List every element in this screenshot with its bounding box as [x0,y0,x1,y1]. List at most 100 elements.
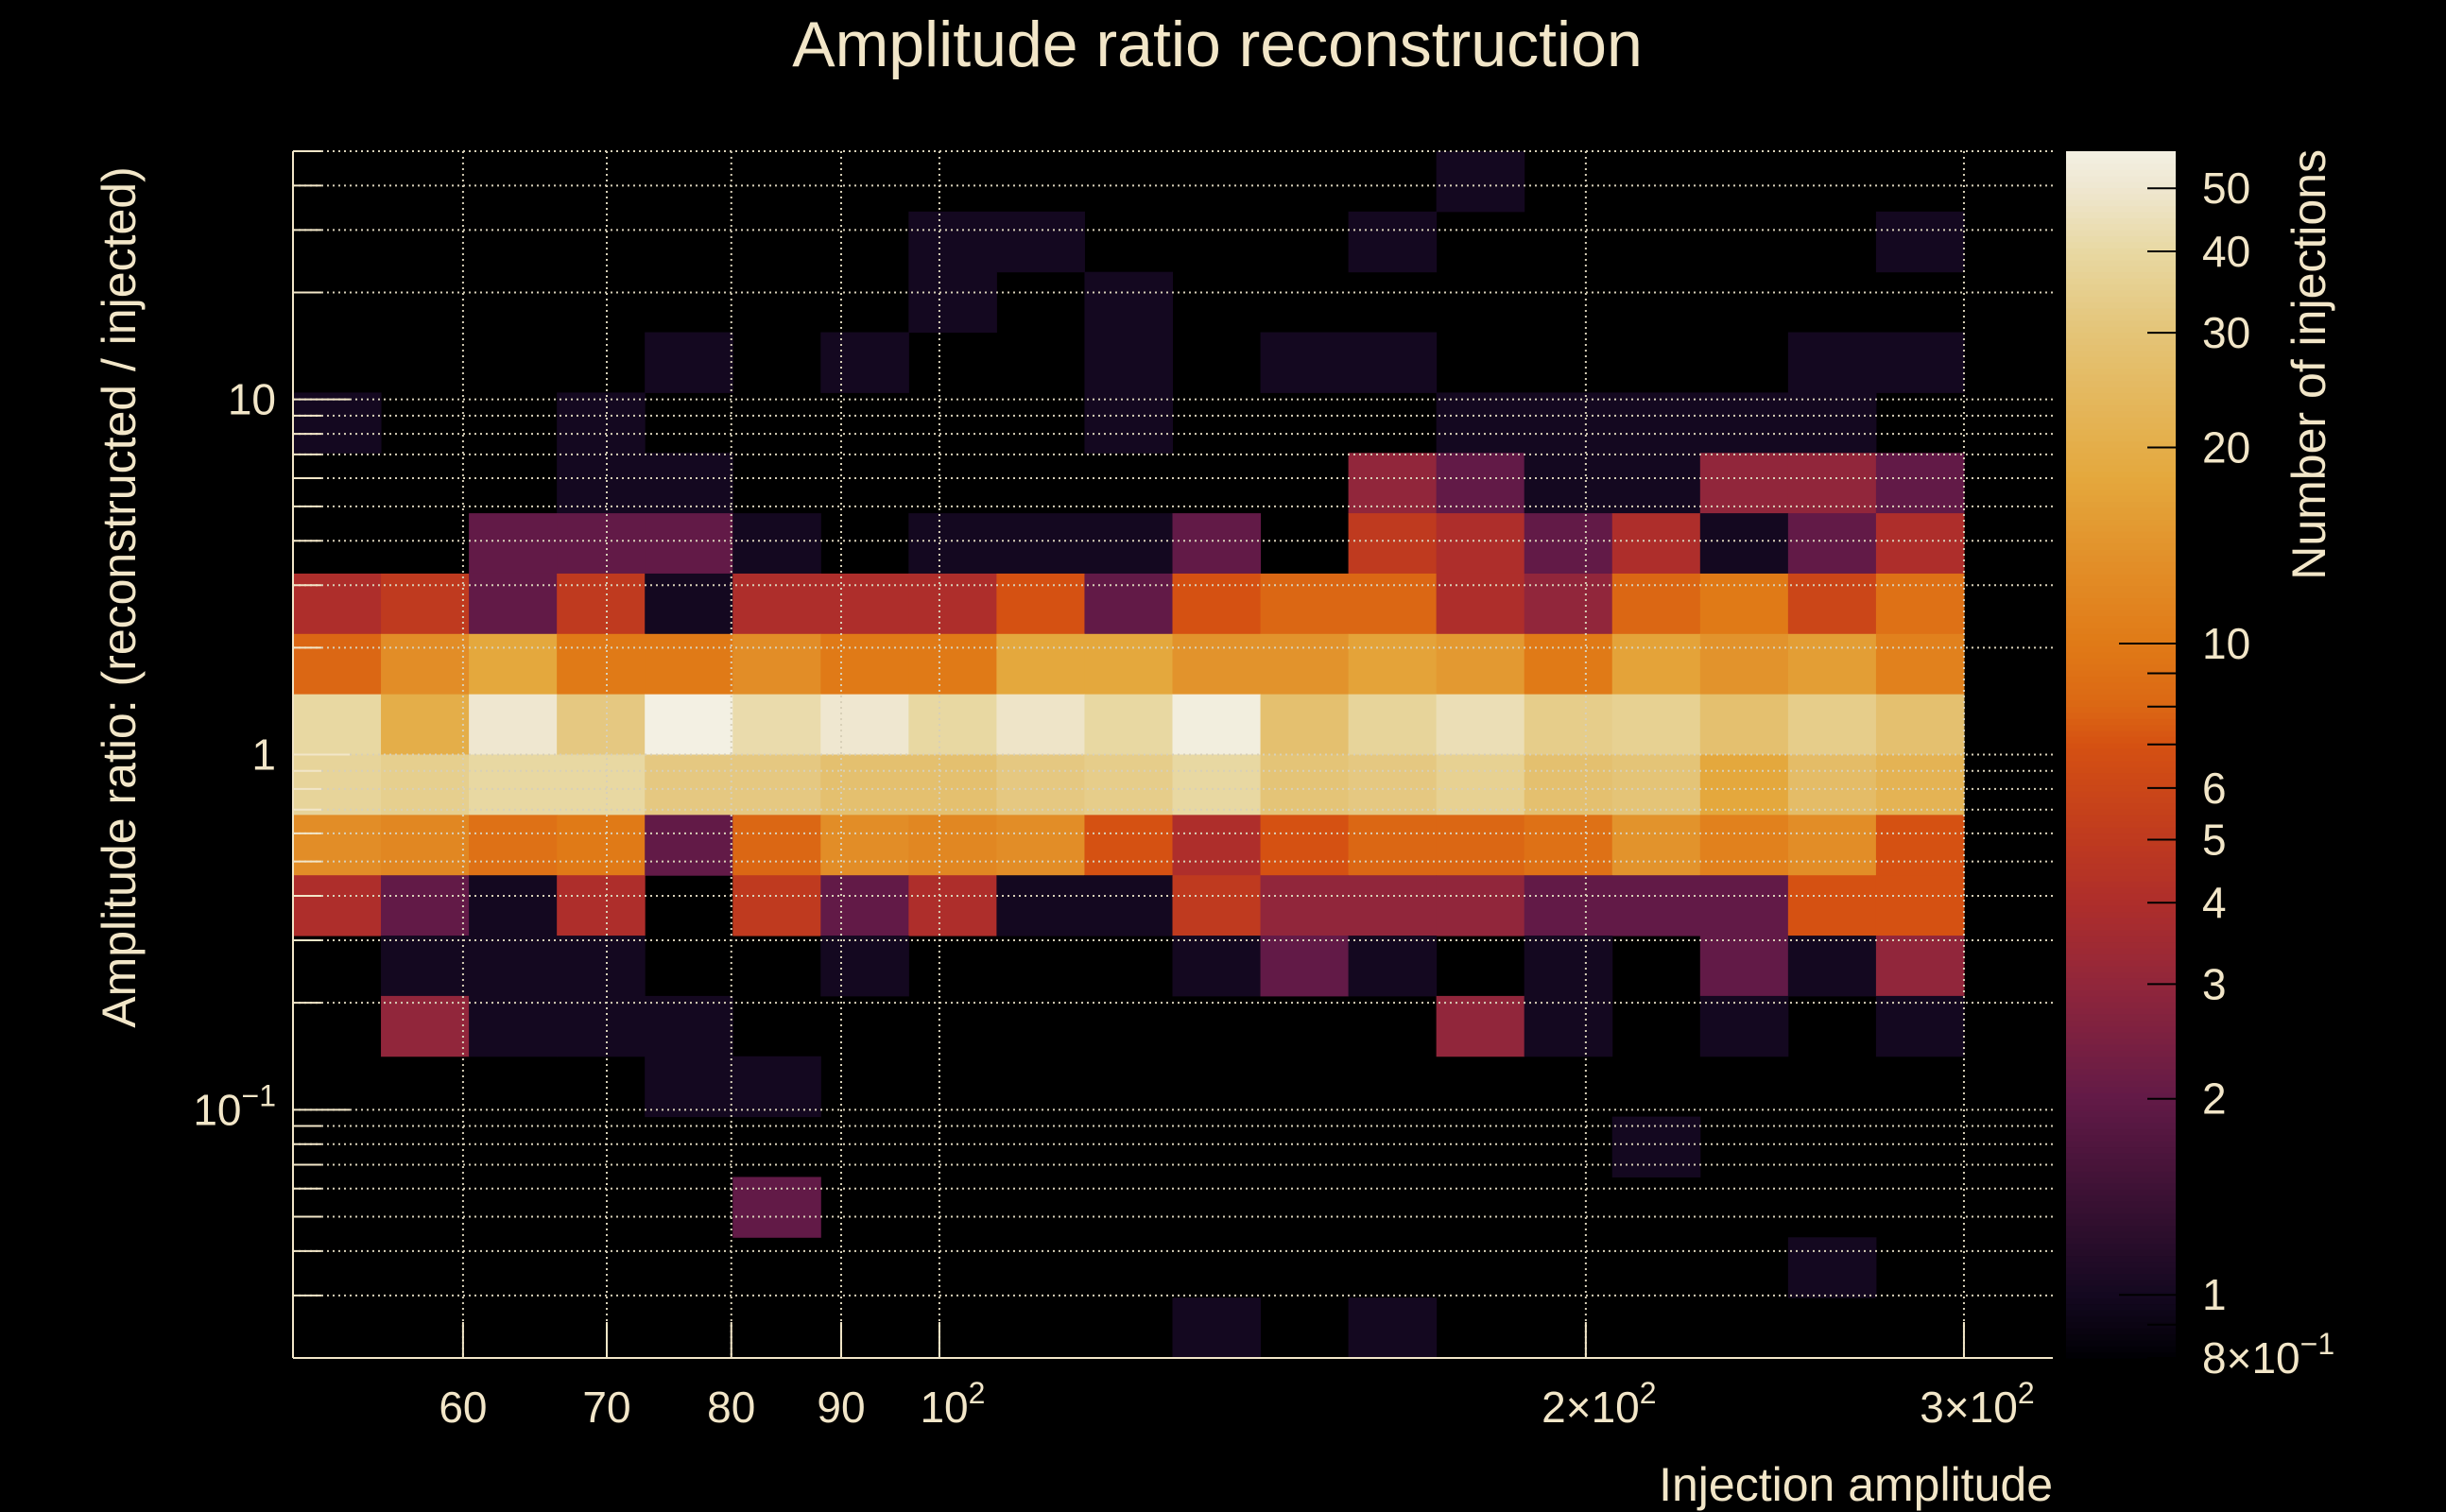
heatmap-cell [1348,754,1438,816]
colorbar-segment [2066,1086,2176,1093]
heatmap-cell [645,995,733,1057]
heatmap-cell [1875,513,1965,575]
axes [292,150,2053,1359]
heatmap-cell [1875,633,1965,696]
colorbar-tick-label: 50 [2202,163,2250,213]
x-tick-label: 80 [707,1383,755,1432]
heatmap-cell [1260,754,1350,816]
colorbar-segment [2066,760,2176,767]
colorbar-segment [2066,567,2176,575]
colorbar-segment [2066,404,2176,412]
colorbar-segment [2066,1273,2176,1280]
heatmap-cell [1611,513,1701,575]
colorbar-segment [2066,230,2176,236]
colorbar-segment [2066,724,2176,731]
colorbar-segment [2066,627,2176,635]
heatmap-cell [645,453,733,514]
heatmap-cell [1260,875,1350,936]
heatmap-cell [732,694,821,755]
colorbar-segment [2066,494,2176,502]
colorbar-segment [2066,199,2176,207]
colorbar-segment [2066,1182,2176,1190]
colorbar-segment [2066,217,2176,225]
heatmap-cell [996,875,1085,936]
colorbar-segment [2066,1122,2176,1129]
heatmap-cell [820,936,909,997]
x-tick-label: 3×102 [1920,1376,2034,1432]
heatmap-cell [996,633,1085,696]
colorbar-segment [2066,211,2176,218]
colorbar-segment [2066,730,2176,737]
heatmap-cell [293,875,382,936]
colorbar-segment [2066,1098,2176,1106]
heatmap-cell [1260,573,1350,635]
colorbar-segment [2066,748,2176,756]
colorbar-segment [2066,1255,2176,1263]
heatmap-cell [1436,875,1525,936]
colorbar-segment [2066,929,2176,936]
heatmap-cell [908,694,997,755]
colorbar-segment [2066,597,2176,605]
colorbar-segment [2066,193,2176,200]
heatmap-cell [557,875,646,936]
heatmap-cell [1348,633,1438,696]
heatmap-cell [1787,1237,1877,1298]
heatmap-cell [1436,995,1525,1057]
colorbar-segment [2066,507,2176,514]
heatmap-cell [645,573,733,635]
colorbar-segment [2066,941,2176,949]
heatmap-cell [908,815,997,876]
heatmap-cell [1611,633,1701,696]
heatmap-cell [469,754,558,816]
colorbar-segment [2066,266,2176,273]
heatmap-cell [996,513,1085,575]
heatmap-cell [732,573,821,635]
colorbar-segment [2066,476,2176,484]
heatmap-cell [1875,875,1965,936]
heatmap-cell [1699,513,1789,575]
colorbar-segment [2066,278,2176,285]
colorbar-segment [2066,681,2176,689]
colorbar-segment [2066,555,2176,562]
colorbar-segment [2066,911,2176,919]
colorbar-segment [2066,180,2176,188]
colorbar-segment [2066,428,2176,436]
colorbar-segment [2066,959,2176,967]
heatmap-cell [1787,332,1877,393]
y-axis-label: Amplitude ratio: (reconstructed / inject… [93,166,146,1028]
heatmap-cell [293,815,382,876]
heatmap-cell [1084,271,1174,334]
x-tick-label: 2×102 [1542,1376,1656,1432]
heatmap-cell [1348,1297,1438,1359]
colorbar-segment [2066,483,2176,490]
heatmap-cell [293,754,382,816]
colorbar-segment [2066,772,2176,780]
colorbar-segment [2066,1194,2176,1202]
heatmap-cell [732,875,821,936]
colorbar-tick-label: 20 [2202,422,2250,472]
heatmap-cell [1348,453,1438,514]
heatmap-cell [1787,453,1877,514]
colorbar-segment [2066,416,2176,423]
heatmap-cell [1172,1297,1262,1359]
heatmap-cell [381,573,470,635]
colorbar-segment [2066,645,2176,653]
heatmap-cell [381,936,470,997]
heatmap-cell [1348,211,1438,273]
heatmap-cell [908,211,997,273]
colorbar-segment [2066,917,2176,924]
heatmap-cell [1524,754,1613,816]
colorbar-segment [2066,603,2176,610]
colorbar-segment [2066,1110,2176,1118]
colorbar-segment [2066,259,2176,266]
heatmap-cell [645,815,733,876]
colorbar-segment [2066,886,2176,894]
colorbar-segment [2066,947,2176,954]
colorbar-segment [2066,248,2176,255]
colorbar-segment [2066,971,2176,979]
colorbar-segment [2066,1230,2176,1238]
heatmap-cell [1524,573,1613,635]
colorbar-segment [2066,833,2176,840]
colorbar-segment [2066,175,2176,182]
